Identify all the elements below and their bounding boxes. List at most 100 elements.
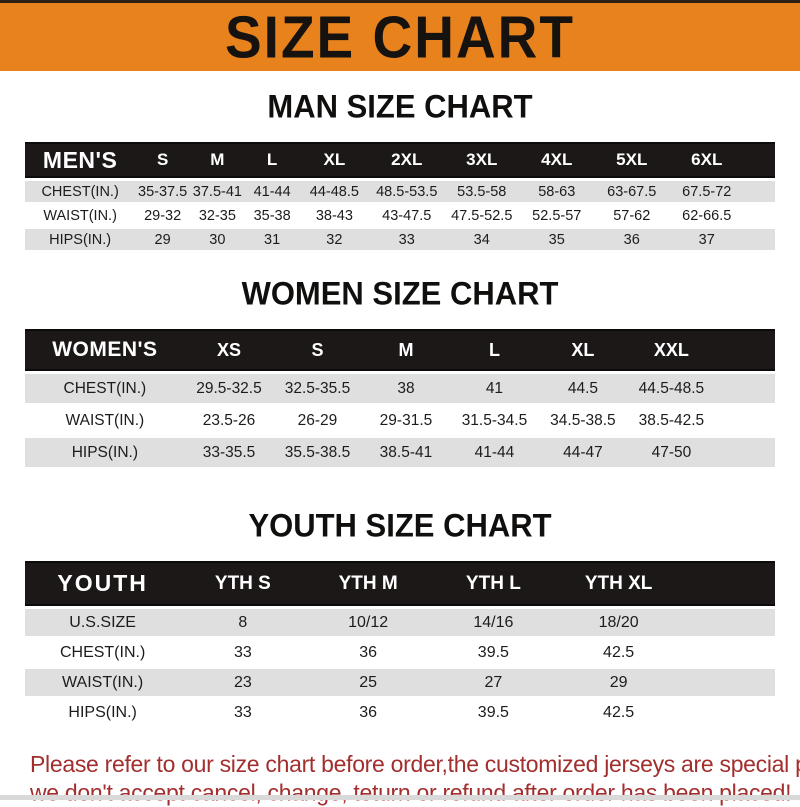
youth-row-label: U.S.SIZE <box>25 609 181 636</box>
youth-header-row: YOUTH YTH S YTH M YTH L YTH XL <box>25 561 775 606</box>
size-cell: 63-67.5 <box>594 181 670 202</box>
size-cell: 41-44 <box>244 181 300 202</box>
size-cell: 34.5-38.5 <box>538 406 628 435</box>
men-row-label: CHEST(IN.) <box>25 181 136 202</box>
women-size-header: XS <box>184 329 274 371</box>
size-cell: 38-43 <box>299 205 370 226</box>
men-waist-row: WAIST(IN.) 29-32 32-35 35-38 38-43 43-47… <box>25 205 775 226</box>
youth-size-header: YTH M <box>305 561 431 606</box>
bottom-divider <box>0 795 800 800</box>
size-cell: 29.5-32.5 <box>184 374 274 403</box>
size-cell: 32-35 <box>190 205 245 226</box>
size-cell: 35 <box>519 229 595 250</box>
women-hips-row: HIPS(IN.) 33-35.5 35.5-38.5 38.5-41 41-4… <box>25 438 775 467</box>
spacer-cell <box>715 406 775 435</box>
women-size-header: XL <box>538 329 628 371</box>
size-cell: 62-66.5 <box>669 205 745 226</box>
women-corner-label: WOMEN'S <box>25 329 185 371</box>
size-cell: 44.5-48.5 <box>627 374 716 403</box>
size-cell: 26-29 <box>273 406 362 435</box>
youth-hips-row: HIPS(IN.) 33 36 39.5 42.5 <box>25 699 775 726</box>
youth-waist-row: WAIST(IN.) 23 25 27 29 <box>25 669 775 696</box>
size-cell: 35-38 <box>244 205 300 226</box>
men-size-header: S <box>135 142 190 178</box>
size-cell: 37 <box>669 229 745 250</box>
size-cell: 57-62 <box>594 205 670 226</box>
size-cell: 41 <box>450 374 539 403</box>
size-cell: 48.5-53.5 <box>369 181 445 202</box>
men-corner-label: MEN'S <box>25 142 136 178</box>
size-cell: 36 <box>594 229 670 250</box>
men-hips-row: HIPS(IN.) 29 30 31 32 33 34 35 36 37 <box>25 229 775 250</box>
women-chest-row: CHEST(IN.) 29.5-32.5 32.5-35.5 38 41 44.… <box>25 374 775 403</box>
size-cell: 31.5-34.5 <box>450 406 539 435</box>
spacer-cell <box>744 229 775 250</box>
men-size-header: 2XL <box>369 142 445 178</box>
size-cell: 27 <box>430 669 556 696</box>
men-size-header: 5XL <box>594 142 670 178</box>
size-cell: 39.5 <box>430 639 556 666</box>
spacer-cell <box>681 561 775 606</box>
size-cell: 29-31.5 <box>361 406 451 435</box>
women-header-row: WOMEN'S XS S M L XL XXL <box>25 329 775 371</box>
size-cell: 23.5-26 <box>184 406 274 435</box>
disclaimer-line-1: Please refer to our size chart before or… <box>30 750 800 777</box>
men-size-header: M <box>190 142 245 178</box>
size-cell: 58-63 <box>519 181 595 202</box>
women-row-label: WAIST(IN.) <box>25 406 185 435</box>
men-size-header: 6XL <box>669 142 745 178</box>
women-waist-row: WAIST(IN.) 23.5-26 26-29 29-31.5 31.5-34… <box>25 406 775 435</box>
men-size-header: 4XL <box>519 142 595 178</box>
spacer-cell <box>681 699 775 726</box>
size-cell: 39.5 <box>430 699 556 726</box>
women-size-header: M <box>361 329 451 371</box>
men-size-header: XL <box>299 142 370 178</box>
size-cell: 29 <box>556 669 682 696</box>
banner-title: SIZE CHART <box>225 3 575 71</box>
disclaimer-text: Please refer to our size chart before or… <box>30 750 800 806</box>
man-section-title: MAN SIZE CHART <box>267 88 533 125</box>
size-cell: 29 <box>135 229 190 250</box>
men-row-label: HIPS(IN.) <box>25 229 136 250</box>
size-cell: 42.5 <box>556 699 682 726</box>
size-cell: 14/16 <box>430 609 556 636</box>
size-cell: 38.5-42.5 <box>627 406 716 435</box>
youth-row-label: CHEST(IN.) <box>25 639 181 666</box>
size-cell: 23 <box>180 669 306 696</box>
youth-row-label: HIPS(IN.) <box>25 699 181 726</box>
size-cell: 34 <box>444 229 520 250</box>
spacer-cell <box>681 669 775 696</box>
size-cell: 44-48.5 <box>299 181 370 202</box>
size-cell: 29-32 <box>135 205 190 226</box>
women-section-title: WOMEN SIZE CHART <box>241 275 559 312</box>
men-size-header: L <box>244 142 300 178</box>
women-size-header: S <box>273 329 362 371</box>
size-cell: 38 <box>361 374 451 403</box>
men-chest-row: CHEST(IN.) 35-37.5 37.5-41 41-44 44-48.5… <box>25 181 775 202</box>
spacer-cell <box>744 205 775 226</box>
women-size-table: WOMEN'S XS S M L XL XXL CHEST(IN.) 29.5-… <box>25 326 775 470</box>
spacer-cell <box>744 142 775 178</box>
size-cell: 44.5 <box>538 374 628 403</box>
men-size-header: 3XL <box>444 142 520 178</box>
size-cell: 32.5-35.5 <box>273 374 362 403</box>
youth-size-table: YOUTH YTH S YTH M YTH L YTH XL U.S.SIZE … <box>25 558 775 729</box>
men-header-row: MEN'S S M L XL 2XL 3XL 4XL 5XL 6XL <box>25 142 775 178</box>
size-cell: 8 <box>180 609 306 636</box>
spacer-cell <box>681 609 775 636</box>
youth-size-header: YTH L <box>430 561 556 606</box>
size-cell: 36 <box>305 639 431 666</box>
youth-section-title: YOUTH SIZE CHART <box>248 507 552 544</box>
size-cell: 30 <box>190 229 245 250</box>
spacer-cell <box>715 374 775 403</box>
size-cell: 47.5-52.5 <box>444 205 520 226</box>
size-cell: 36 <box>305 699 431 726</box>
size-cell: 32 <box>299 229 370 250</box>
youth-corner-label: YOUTH <box>25 561 181 606</box>
spacer-cell <box>715 329 775 371</box>
size-cell: 33 <box>369 229 445 250</box>
size-cell: 44-47 <box>538 438 628 467</box>
size-cell: 33 <box>180 699 306 726</box>
size-cell: 67.5-72 <box>669 181 745 202</box>
size-cell: 35-37.5 <box>135 181 190 202</box>
